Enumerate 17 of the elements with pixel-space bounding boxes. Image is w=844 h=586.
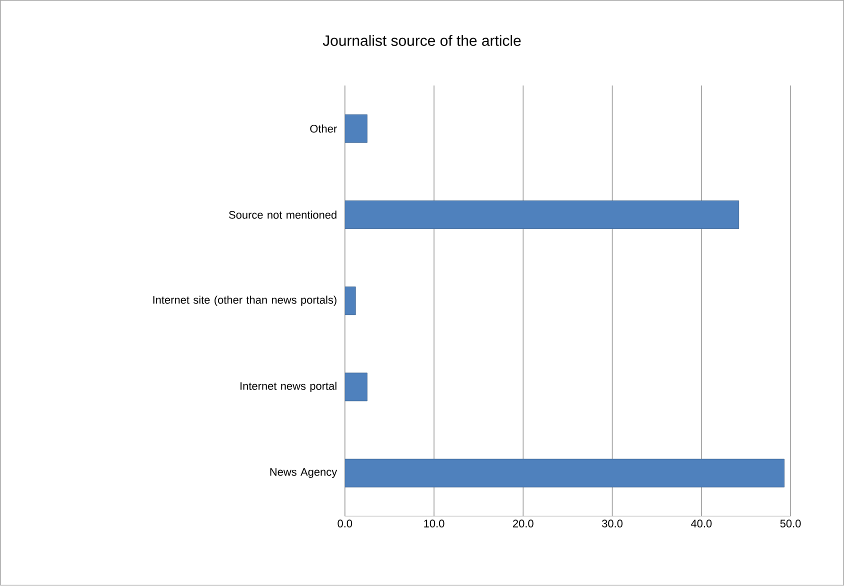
y-tick-label: Other bbox=[310, 124, 337, 133]
bar bbox=[344, 114, 368, 143]
x-tick-label: 20.0 bbox=[513, 520, 534, 528]
y-tick-label: News Agency bbox=[270, 468, 338, 478]
bar bbox=[344, 372, 368, 402]
y-tick-label: Source not mentioned bbox=[229, 210, 336, 219]
x-tick-label: 50.0 bbox=[780, 520, 801, 528]
bar bbox=[344, 200, 740, 230]
chart-title: Journalist source of the article bbox=[322, 35, 521, 46]
bar bbox=[344, 459, 784, 488]
x-tick-label: 0.0 bbox=[338, 520, 352, 528]
y-tick-label: Internet news portal bbox=[240, 382, 336, 392]
x-tick-label: 30.0 bbox=[602, 520, 623, 528]
x-tick-label: 40.0 bbox=[690, 520, 712, 528]
y-tick-label: Internet site (other than news portals) bbox=[153, 296, 336, 306]
bar bbox=[344, 286, 356, 316]
x-tick-label: 10.0 bbox=[424, 520, 444, 528]
